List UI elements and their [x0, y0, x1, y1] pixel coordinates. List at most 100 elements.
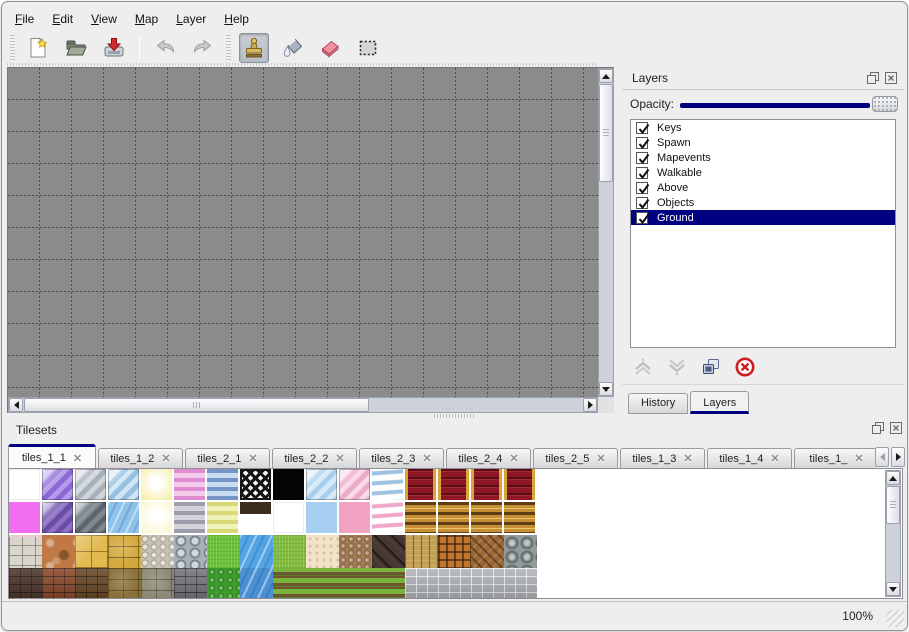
tile-goldstripe-r1-c12[interactable]: [405, 502, 436, 533]
tab-close-icon[interactable]: ✕: [854, 453, 864, 465]
tab-layers[interactable]: Layers: [690, 391, 750, 414]
tile-ribbon-r1-c11[interactable]: [372, 502, 403, 533]
tab-close-icon[interactable]: ✕: [509, 453, 519, 465]
tileset-tabs-scroll-left-button[interactable]: [875, 447, 889, 467]
tab-close-icon[interactable]: ✕: [683, 453, 693, 465]
tileset-tab-tiles_1_4[interactable]: tiles_1_4 ✕: [707, 448, 792, 469]
toolbar-handle[interactable]: [226, 35, 231, 61]
tile-stoneblock-r3-c3[interactable]: [108, 568, 141, 598]
tile-sand-r2-c9[interactable]: [306, 535, 339, 568]
layer-visibility-checkbox[interactable]: [636, 121, 650, 134]
layer-row-walkable[interactable]: Walkable: [631, 165, 895, 180]
tile-brick-r3-c1[interactable]: [42, 568, 75, 598]
tile-shelf-r1-c7[interactable]: [240, 502, 271, 533]
tile-farm-r3-c8[interactable]: [273, 568, 306, 598]
tile-tilegrid-r2-c2[interactable]: [75, 535, 108, 568]
tile-carpet-r0-c15[interactable]: [504, 469, 535, 500]
layer-row-spawn[interactable]: Spawn: [631, 135, 895, 150]
tile-stoneblock-r3-c4[interactable]: [141, 568, 174, 598]
tile-brick-r3-c2[interactable]: [75, 568, 108, 598]
tile-solid-r0-c8[interactable]: [273, 469, 304, 500]
tile-hstripe-r1-c5[interactable]: [174, 502, 205, 533]
tile-pebble-r2-c4[interactable]: [141, 535, 174, 568]
layer-visibility-checkbox[interactable]: [636, 136, 650, 149]
tile-glass-r0-c3[interactable]: [108, 469, 139, 500]
tile-farm-r3-c9[interactable]: [306, 568, 339, 598]
close-icon[interactable]: [889, 421, 903, 435]
tileset-vscrollbar[interactable]: [885, 470, 901, 597]
layer-visibility-checkbox[interactable]: [636, 196, 650, 209]
tile-glass-r1-c2[interactable]: [75, 502, 106, 533]
tile-farm-r3-c11[interactable]: [372, 568, 405, 598]
tile-logends-r2-c15[interactable]: [504, 535, 537, 568]
tile-blank-r0-c0[interactable]: [9, 469, 40, 500]
tileset-tab-tiles_2_3[interactable]: tiles_2_3 ✕: [359, 448, 444, 469]
tile-brick-r3-c15[interactable]: [504, 568, 537, 598]
tile-carpet-r0-c14[interactable]: [471, 469, 502, 500]
tab-close-icon[interactable]: ✕: [770, 453, 780, 465]
scroll-down-button[interactable]: [886, 582, 900, 596]
fill-tool-button[interactable]: [277, 33, 307, 63]
tile-solid-r1-c9[interactable]: [306, 502, 337, 533]
opacity-slider[interactable]: [680, 103, 870, 108]
new-file-button[interactable]: [23, 33, 53, 63]
tile-solid-r1-c10[interactable]: [339, 502, 370, 533]
tile-goldstripe-r1-c14[interactable]: [471, 502, 502, 533]
tile-hstripe-r1-c6[interactable]: [207, 502, 238, 533]
undo-button[interactable]: [150, 33, 180, 63]
float-icon[interactable]: [866, 71, 880, 85]
tile-ribbon-r0-c11[interactable]: [372, 469, 403, 500]
tileset-tab-tiles_1_2[interactable]: tiles_1_2 ✕: [98, 448, 183, 469]
toolbar-handle[interactable]: [10, 35, 15, 61]
tile-hstripe-r0-c6[interactable]: [207, 469, 238, 500]
delete-layer-button[interactable]: [732, 357, 758, 382]
opacity-slider-handle[interactable]: [872, 96, 898, 112]
tile-solid-r1-c0[interactable]: [9, 502, 40, 533]
tileset-tab-tiles_2_5[interactable]: tiles_2_5 ✕: [533, 448, 618, 469]
tile-weave-r2-c13[interactable]: [438, 535, 471, 568]
tile-cobble-r2-c1[interactable]: [42, 535, 75, 568]
tile-glass-r1-c1[interactable]: [42, 502, 73, 533]
tile-brick-r3-c14[interactable]: [471, 568, 504, 598]
tile-lattice-r0-c7[interactable]: [240, 469, 271, 500]
layer-list[interactable]: Keys Spawn Mapevents Walkable Above Objects Gr…: [630, 119, 896, 348]
tile-stoneblock-r2-c3[interactable]: [108, 535, 141, 568]
scroll-up-button[interactable]: [886, 471, 900, 485]
menu-map[interactable]: Map: [134, 12, 159, 26]
close-icon[interactable]: [884, 71, 898, 85]
scroll-left-button[interactable]: [9, 398, 23, 412]
tile-herringbone-r2-c14[interactable]: [471, 535, 504, 568]
float-icon[interactable]: [871, 421, 885, 435]
menu-view[interactable]: View: [91, 12, 117, 26]
menu-edit[interactable]: Edit: [52, 12, 74, 26]
menu-layer[interactable]: Layer: [176, 12, 207, 26]
tileset-vscroll-thumb[interactable]: [886, 486, 900, 524]
tile-gravel-r2-c10[interactable]: [339, 535, 372, 568]
tile-stones-r2-c5[interactable]: [174, 535, 207, 568]
tile-water-r1-c3[interactable]: [108, 502, 139, 533]
canvas-hscrollbar[interactable]: [8, 397, 598, 413]
tileset-tab-tiles_2_4[interactable]: tiles_2_4 ✕: [446, 448, 531, 469]
tileset-tab-tiles_2_2[interactable]: tiles_2_2 ✕: [272, 448, 357, 469]
tile-brick-r3-c12[interactable]: [405, 568, 438, 598]
tile-hedge-r3-c6[interactable]: [207, 568, 240, 598]
layer-row-keys[interactable]: Keys: [631, 120, 895, 135]
canvas-vscroll-thumb[interactable]: [599, 84, 613, 182]
tile-goldstripe-r1-c15[interactable]: [504, 502, 535, 533]
redo-button[interactable]: [188, 33, 218, 63]
menu-file[interactable]: File: [15, 12, 35, 26]
tileset-tabs-scroll-right-button[interactable]: [891, 447, 905, 467]
tilesets-splitter-handle[interactable]: [434, 414, 474, 418]
tile-grass-r2-c8[interactable]: [273, 535, 306, 568]
tile-goldstripe-r1-c13[interactable]: [438, 502, 469, 533]
tile-carpet-r0-c12[interactable]: [405, 469, 436, 500]
tab-close-icon[interactable]: ✕: [161, 453, 171, 465]
tile-pave-r2-c0[interactable]: [9, 535, 42, 568]
tile-water-r2-c7[interactable]: [240, 535, 273, 568]
canvas-splitter-handle[interactable]: [7, 63, 597, 66]
layer-row-above[interactable]: Above: [631, 180, 895, 195]
tileset-tab-tiles_1_[interactable]: tiles_1_ ✕: [794, 448, 875, 469]
tab-close-icon[interactable]: ✕: [248, 453, 258, 465]
tileset-tab-tiles_1_3[interactable]: tiles_1_3 ✕: [620, 448, 705, 469]
tile-brick-r3-c5[interactable]: [174, 568, 207, 598]
